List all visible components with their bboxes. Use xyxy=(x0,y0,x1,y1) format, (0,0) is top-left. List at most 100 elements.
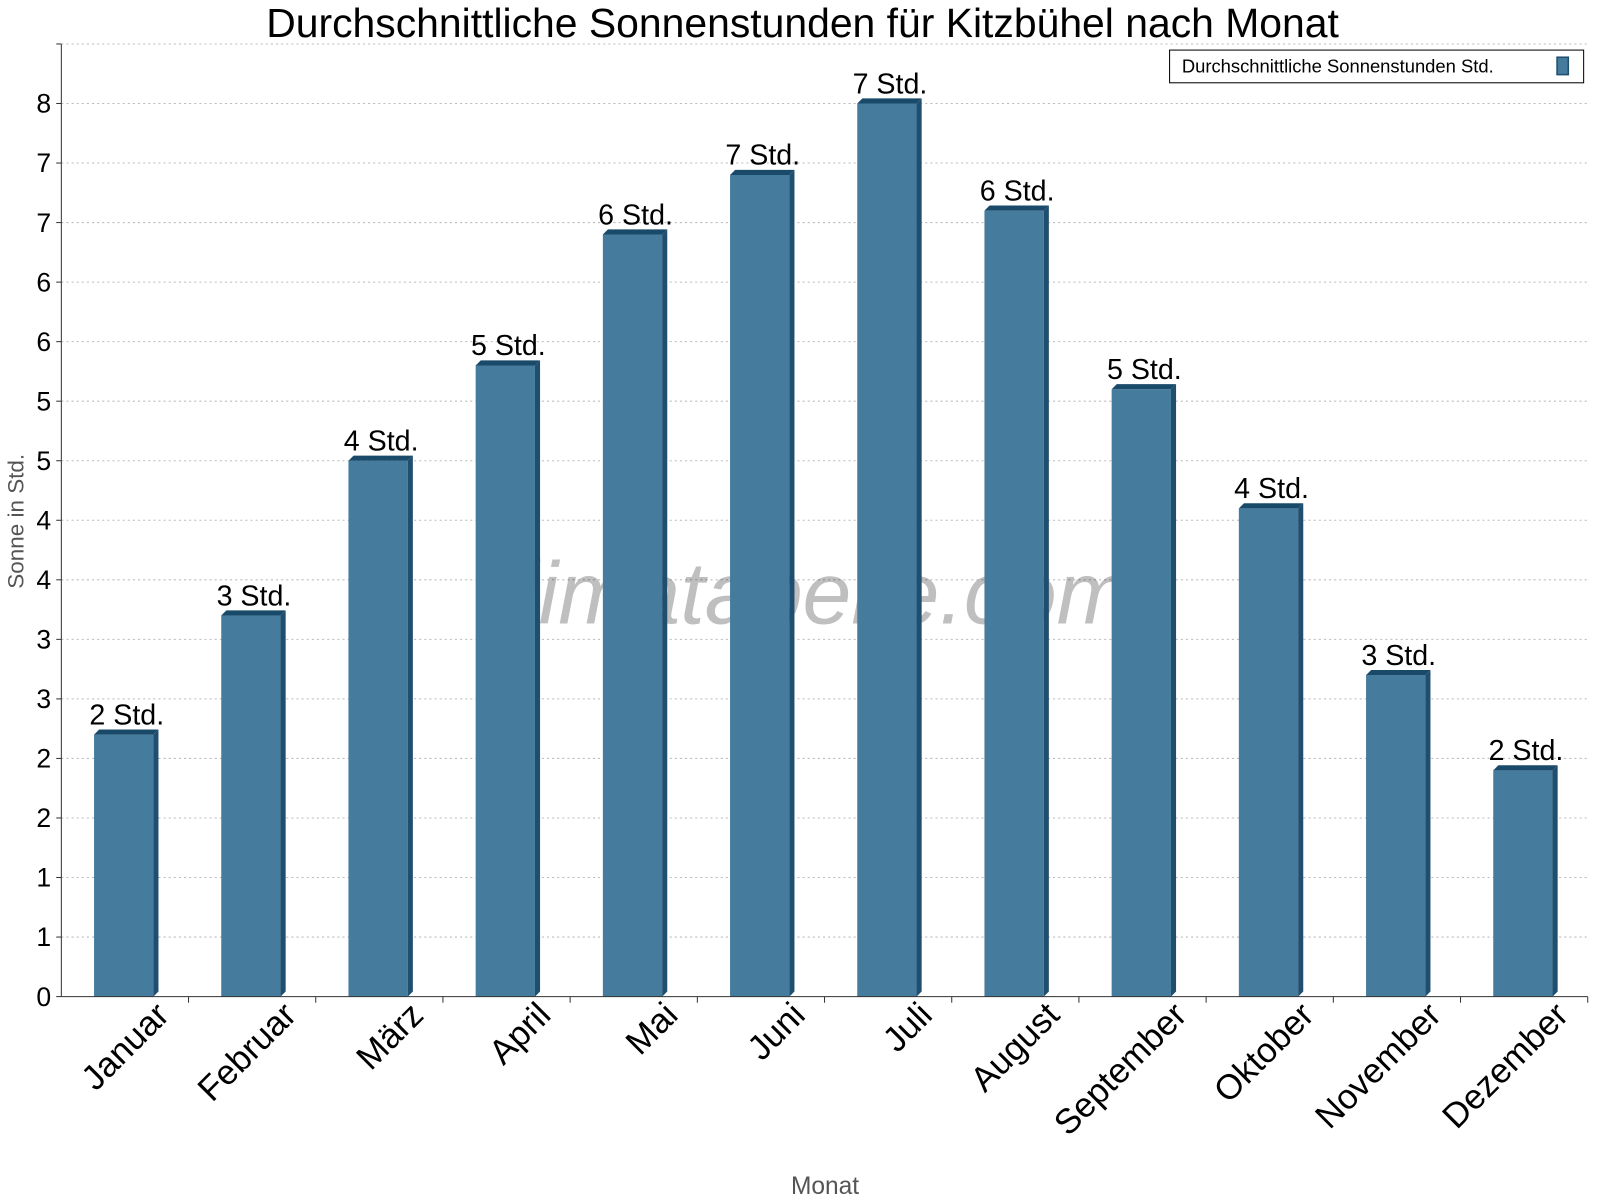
y-tick-label: 4 xyxy=(36,565,51,595)
bar xyxy=(1111,389,1171,997)
bar-group: 6 Std. xyxy=(598,199,673,997)
bar-group: 2 Std. xyxy=(1489,735,1564,997)
bar xyxy=(221,615,281,997)
bar-group: 7 Std. xyxy=(725,140,800,997)
y-axis-ticks: 0 1 1 2 2 3 3 4 4 5 5 6 6 7 7 8 xyxy=(36,43,62,1012)
bar-top xyxy=(602,229,668,235)
bar-top xyxy=(730,169,795,175)
bar-side xyxy=(662,229,668,997)
bar-top xyxy=(1366,669,1431,676)
data-label: 4 Std. xyxy=(1234,473,1309,505)
y-tick-label: 2 xyxy=(36,744,51,774)
legend-box xyxy=(1169,49,1585,84)
bar-top xyxy=(857,98,922,104)
legend: Durchschnittliche Sonnenstunden Std. xyxy=(1169,49,1585,84)
bar-side xyxy=(789,169,795,997)
bar-top xyxy=(221,610,286,616)
y-tick-label: 2 xyxy=(36,803,51,833)
bar-side xyxy=(280,610,286,997)
x-axis-labels: Januar Februar März April Mai Juni Juli AugustS… xyxy=(75,996,1589,1143)
y-tick-label: 8 xyxy=(36,89,51,119)
data-label: 5 Std. xyxy=(1107,354,1182,386)
bar xyxy=(602,234,663,997)
bar-group: 4 Std. xyxy=(344,426,419,997)
bars: 2 Std. 3 Std. 4 Std. 5 Std. 6 Std. 7 Std. 7 St… xyxy=(89,68,1564,997)
data-label: 5 Std. xyxy=(471,330,546,362)
bar-side xyxy=(534,360,541,997)
bar-group: 5 Std. xyxy=(1107,354,1182,997)
y-tick-label: 5 xyxy=(36,386,51,416)
x-tick-label: Januar xyxy=(75,996,177,1098)
bar xyxy=(94,734,154,997)
data-label: 3 Std. xyxy=(1361,640,1436,672)
x-tick-label: April xyxy=(482,996,558,1072)
bar-side xyxy=(1552,765,1558,997)
bar-side xyxy=(153,729,159,997)
legend-swatch xyxy=(1556,56,1570,76)
bar xyxy=(1366,675,1426,997)
bar xyxy=(1238,508,1299,997)
x-tick-label: August xyxy=(964,996,1068,1100)
bar-top xyxy=(94,729,159,735)
data-label: 6 Std. xyxy=(598,199,673,231)
y-tick-label: 3 xyxy=(36,625,51,655)
bar xyxy=(730,174,790,997)
bar-group: 5 Std. xyxy=(471,330,546,997)
y-tick-label: 6 xyxy=(36,327,51,357)
y-tick-label: 7 xyxy=(36,148,51,178)
data-label: 3 Std. xyxy=(217,580,292,612)
bar-group: 7 Std. xyxy=(853,68,928,997)
bar-side xyxy=(1043,205,1049,997)
bar xyxy=(1493,770,1553,997)
x-tick-label: Mai xyxy=(619,996,685,1062)
y-tick-label: 1 xyxy=(36,863,51,893)
bar xyxy=(475,365,535,997)
bar-top xyxy=(348,455,413,461)
bar-top xyxy=(475,360,541,366)
data-label: 7 Std. xyxy=(725,140,800,172)
bar-side xyxy=(1425,669,1431,997)
bar-top xyxy=(1493,765,1558,771)
bar-group: 3 Std. xyxy=(1361,640,1436,997)
bar-top xyxy=(984,205,1049,211)
y-tick-label: 5 xyxy=(36,446,51,476)
bar xyxy=(984,210,1044,997)
x-tick-label: Dezember xyxy=(1436,996,1576,1136)
x-tick-label: Juni xyxy=(741,996,813,1068)
y-tick-label: 6 xyxy=(36,267,51,297)
x-tick-label: Oktober xyxy=(1207,996,1321,1110)
bar-group: 2 Std. xyxy=(89,699,164,997)
bar-group: 4 Std. xyxy=(1234,473,1309,997)
x-tick-label: März xyxy=(350,996,431,1077)
y-axis-title: Sonne in Std. xyxy=(4,454,29,589)
bar-side xyxy=(916,98,922,997)
data-label: 6 Std. xyxy=(980,175,1055,207)
x-tick-label: November xyxy=(1308,996,1448,1136)
data-label: 2 Std. xyxy=(1489,735,1564,767)
x-tick-label: Juli xyxy=(876,996,940,1060)
legend-label: Durchschnittliche Sonnenstunden Std. xyxy=(1182,56,1494,77)
x-tick-label: September xyxy=(1047,996,1194,1143)
data-label: 7 Std. xyxy=(853,68,928,100)
bar-top xyxy=(1238,503,1304,509)
y-tick-label: 3 xyxy=(36,684,51,714)
bar-side xyxy=(1298,503,1304,997)
y-tick-label: 7 xyxy=(36,208,51,238)
y-tick-label: 0 xyxy=(36,982,51,1012)
bar-top xyxy=(1111,384,1177,390)
grid-lines xyxy=(61,43,1588,938)
data-label: 2 Std. xyxy=(89,699,164,731)
x-tick-label: Februar xyxy=(191,996,304,1109)
data-label: 4 Std. xyxy=(344,426,419,458)
bar-group: 6 Std. xyxy=(980,175,1055,997)
y-tick-label: 4 xyxy=(36,505,51,535)
y-tick-label: 1 xyxy=(36,922,51,952)
bar-group: 3 Std. xyxy=(217,580,292,997)
chart-title: Durchschnittliche Sonnenstunden für Kitz… xyxy=(266,0,1339,46)
bar-side xyxy=(407,455,413,997)
bar-side xyxy=(1170,384,1177,997)
x-axis-title: Monat xyxy=(791,1173,859,1200)
bar xyxy=(857,103,917,997)
bar xyxy=(348,460,408,997)
